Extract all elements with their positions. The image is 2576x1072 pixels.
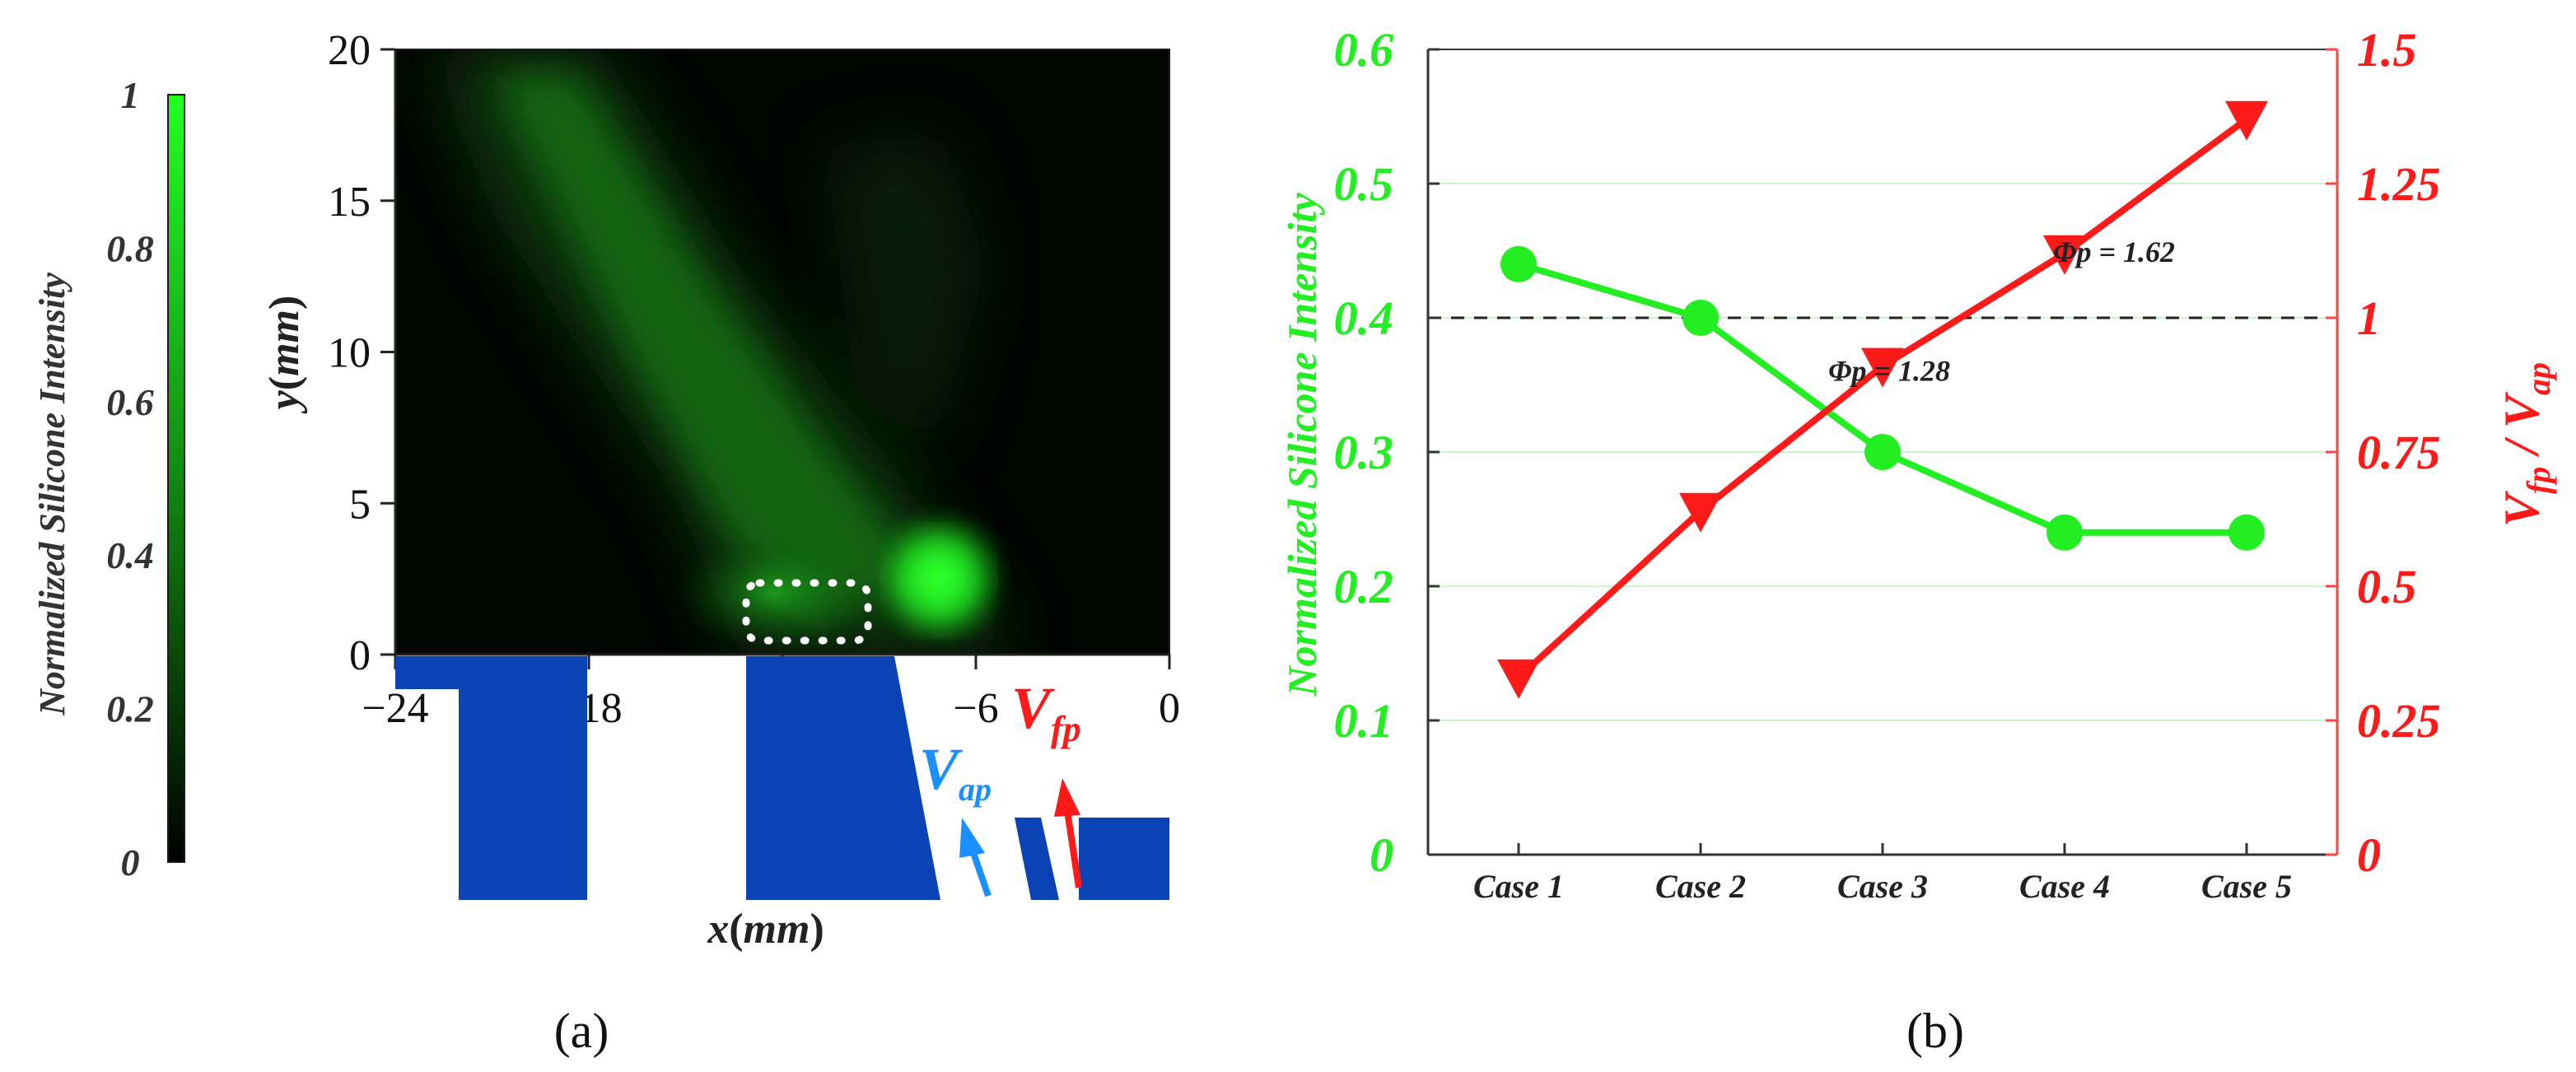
series-2-point bbox=[2225, 100, 2268, 141]
panel-b-series bbox=[1497, 100, 2268, 699]
vap-label-sub: ap bbox=[959, 771, 992, 808]
hot-region-near-wall bbox=[675, 535, 873, 650]
panel-b-right-tick-label: 1 bbox=[2357, 291, 2381, 345]
panel-b-left-tick-label: 0.2 bbox=[1334, 560, 1394, 613]
panel-a-x-open-paren: ( bbox=[729, 906, 743, 953]
heatmap bbox=[394, 49, 1170, 655]
colorbar-tick-label: 0.2 bbox=[106, 688, 154, 730]
panel-a-x-tick-label: −24 bbox=[362, 685, 428, 732]
panel-b-x-tick-label: Case 2 bbox=[1655, 868, 1746, 905]
right-title-sub1: fp bbox=[2520, 467, 2557, 494]
panel-b-right-tick-label: 0.75 bbox=[2357, 426, 2441, 479]
panel-a-y-unit: mm bbox=[261, 310, 308, 376]
panel-a-y-tick-label: 5 bbox=[349, 481, 371, 528]
nozzle-wall-left bbox=[459, 656, 587, 900]
vfp-label-main: V bbox=[1011, 675, 1055, 741]
panel-b-gridlines bbox=[1428, 183, 2337, 721]
nozzle-wall-thin bbox=[1015, 818, 1059, 900]
panel-a-y-ticks: 0 5 10 15 20 bbox=[328, 27, 395, 679]
series-2-point bbox=[1679, 492, 1722, 533]
nozzle-wall-center bbox=[746, 656, 940, 900]
panel-b-right-tick-label: 0.25 bbox=[2357, 694, 2441, 748]
panel-b-right-tick-label: 1.5 bbox=[2357, 23, 2417, 77]
panel-a-x-title: x(mm) bbox=[707, 906, 824, 953]
vfp-arrow-head bbox=[1054, 778, 1080, 817]
panel-a-y-open-paren: ( bbox=[261, 376, 308, 390]
panel-a-y-tick-label: 0 bbox=[349, 632, 371, 679]
panel-a-y-title: y(mm) bbox=[261, 296, 308, 415]
hot-spot-core bbox=[902, 543, 976, 618]
vfp-label: Vfp bbox=[1011, 675, 1081, 749]
series-2-point bbox=[1861, 347, 1904, 388]
series-1-point bbox=[2228, 514, 2265, 551]
panel-b-x-ticks: Case 1 Case 2 Case 3 Case 4 Case 5 bbox=[1473, 843, 2292, 905]
panel-b-right-tick-label: 0 bbox=[2357, 828, 2381, 882]
vap-arrow-shaft bbox=[968, 846, 992, 897]
panel-a-y-tick-label: 10 bbox=[328, 330, 371, 377]
panel-b-caption: (b) bbox=[1906, 1004, 1964, 1058]
colorbar-label: Normalized Silicone Intensity bbox=[32, 273, 72, 716]
colorbar-tick-label: 1 bbox=[121, 74, 140, 116]
series-1-point bbox=[1864, 434, 1901, 470]
series-2-point bbox=[2043, 235, 2086, 275]
vap-label-main: V bbox=[919, 736, 963, 802]
panel-b-right-tick-label: 1.25 bbox=[2357, 157, 2441, 211]
panel-a-x-symbol: x bbox=[707, 906, 729, 953]
colorbar-tick-label: 0.6 bbox=[106, 381, 154, 423]
panel-b-left-tick-label: 0 bbox=[1370, 828, 1393, 882]
series-1-point bbox=[1682, 300, 1719, 336]
panel-a-y-symbol: y bbox=[261, 389, 308, 414]
right-title-sub2: ap bbox=[2520, 362, 2557, 395]
panel-a-y-close-paren: ) bbox=[261, 296, 308, 310]
panel-a: 0 0.2 0.4 0.6 0.8 1 Normalized Silicone Inten… bbox=[32, 27, 1180, 1058]
vfp-label-sub: fp bbox=[1051, 709, 1081, 749]
panel-b-x-tick-label: Case 5 bbox=[2201, 868, 2292, 905]
panel-b-right-tick-label: 0.5 bbox=[2357, 560, 2417, 613]
plume-core bbox=[494, 74, 922, 626]
vap-arrow bbox=[959, 818, 992, 897]
nozzle-geometry: Vap Vfp bbox=[395, 656, 1169, 900]
panel-a-x-tick-label: −6 bbox=[953, 685, 998, 732]
vap-label: Vap bbox=[919, 736, 992, 808]
panel-b-left-tick-label: 0.1 bbox=[1334, 694, 1394, 748]
colorbar-fill bbox=[167, 94, 185, 863]
panel-a-y-tick-label: 20 bbox=[328, 27, 371, 74]
series-1-point bbox=[2046, 514, 2083, 551]
series-1-point bbox=[1500, 245, 1537, 282]
panel-b-left-tick-label: 0.6 bbox=[1334, 23, 1394, 77]
panel-b-x-tick-label: Case 1 bbox=[1473, 868, 1564, 905]
panel-a-x-close-paren: ) bbox=[810, 906, 824, 953]
annotation-phi-1-28: Φp = 1.28 bbox=[1828, 355, 1950, 388]
nozzle-wall-right bbox=[1079, 818, 1169, 900]
colorbar-tick-label: 0.8 bbox=[106, 227, 154, 269]
colorbar-tick-label: 0 bbox=[121, 841, 140, 883]
panel-b-right-title: Vfp / Vap bbox=[2494, 362, 2557, 527]
vfp-arrow-shaft bbox=[1064, 810, 1082, 888]
panel-a-x-unit: mm bbox=[744, 906, 810, 953]
colorbar-tick-label: 0.4 bbox=[106, 534, 154, 576]
colorbar: 0 0.2 0.4 0.6 0.8 1 Normalized Silicone Inten… bbox=[32, 74, 185, 883]
series-2-point bbox=[1497, 659, 1540, 699]
plume-faint-right bbox=[824, 132, 988, 461]
right-title-main: V bbox=[2494, 490, 2549, 527]
panel-b-left-tick-label: 0.4 bbox=[1334, 291, 1394, 345]
panel-a-y-tick-label: 15 bbox=[328, 179, 371, 226]
panel-a-x-tick-label: 0 bbox=[1159, 685, 1180, 732]
right-title-sep: / V bbox=[2494, 391, 2549, 467]
panel-b-right-ticks: 0 0.25 0.5 0.75 1 1.25 1.5 bbox=[2326, 23, 2441, 882]
annotation-phi-1-62: Φp = 1.62 bbox=[2053, 235, 2175, 268]
colorbar-ticks: 0 0.2 0.4 0.6 0.8 1 bbox=[106, 74, 154, 883]
highlight-box bbox=[742, 579, 872, 645]
panel-b-left-tick-label: 0.3 bbox=[1334, 426, 1394, 479]
panel-a-caption: (a) bbox=[554, 1004, 609, 1058]
vfp-arrow bbox=[1054, 778, 1082, 888]
panel-b-x-tick-label: Case 4 bbox=[2019, 868, 2110, 905]
vap-arrow-head bbox=[959, 818, 985, 858]
panel-b-left-ticks: 0 0.1 0.2 0.3 0.4 0.5 0.6 bbox=[1334, 23, 1440, 882]
panel-b-left-tick-label: 0.5 bbox=[1334, 157, 1394, 211]
panel-b-left-title: Normalized Silicone Intensity bbox=[1279, 193, 1325, 697]
panel-b-x-tick-label: Case 3 bbox=[1837, 868, 1928, 905]
panel-b: 0 0.1 0.2 0.3 0.4 0.5 0.6 0 0.25 0.5 0.75 1 1.25 1.5… bbox=[1279, 23, 2557, 1058]
